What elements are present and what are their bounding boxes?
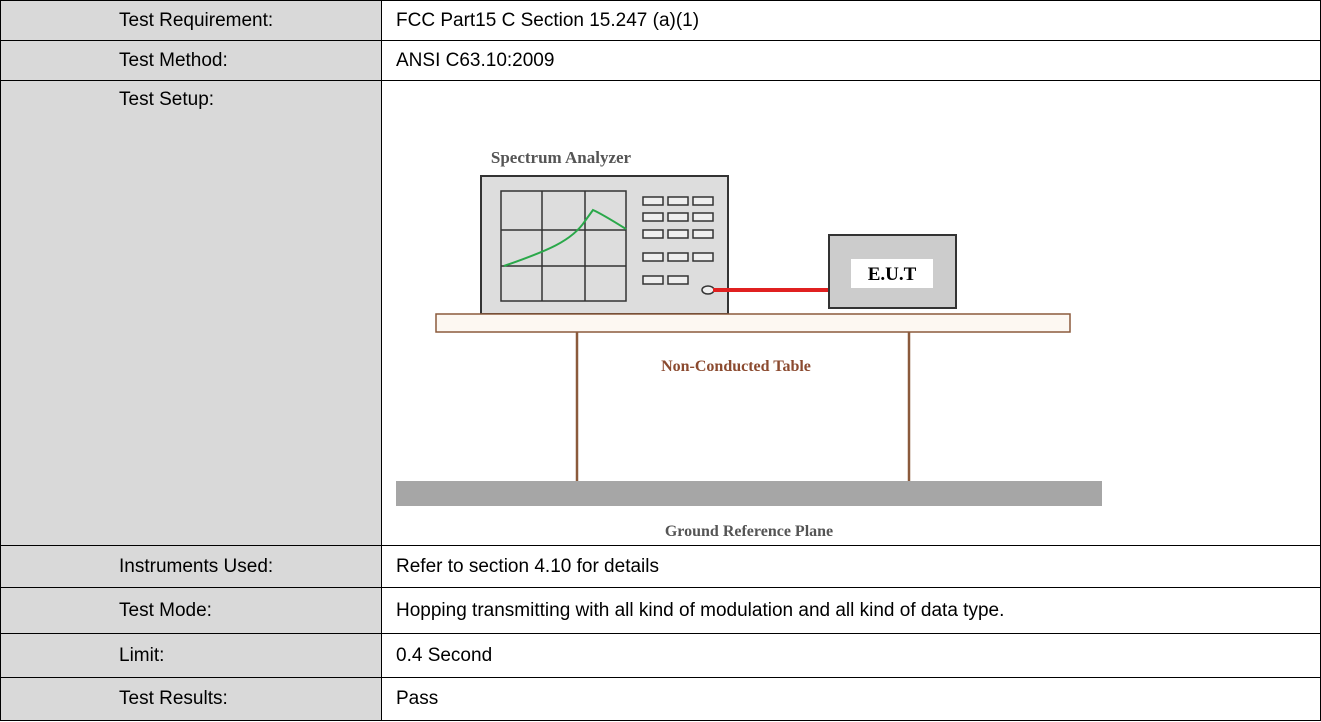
row-value: ANSI C63.10:2009 — [381, 40, 1321, 81]
trace — [503, 208, 627, 267]
row-value: Pass — [381, 677, 1321, 721]
table-label: Non-Conducted Table — [661, 358, 811, 375]
row-label: Test Method: — [0, 40, 382, 81]
ground-label: Ground Reference Plane — [665, 523, 833, 540]
row-label: Test Results: — [0, 677, 382, 721]
row: Test Requirement: FCC Part15 C Section 15… — [0, 0, 1321, 41]
table-top — [435, 313, 1071, 333]
eut-label: E.U.T — [868, 264, 917, 285]
row-value: Spectrum Analyzer — [381, 80, 1321, 546]
row: Test Setup: Spectrum Analyzer — [0, 80, 1321, 546]
row: Test Results: Pass — [0, 677, 1321, 721]
row: Test Mode: Hopping transmitting with all … — [0, 587, 1321, 634]
row: Limit: 0.4 Second — [0, 633, 1321, 678]
screen-grid — [501, 191, 626, 301]
analyzer-box — [480, 175, 729, 315]
analyzer-label: Spectrum Analyzer — [491, 148, 632, 167]
row-label: Instruments Used: — [0, 545, 382, 588]
setup-diagram: Spectrum Analyzer — [396, 148, 1102, 540]
row-value: Hopping transmitting with all kind of mo… — [381, 587, 1321, 634]
row-value: Refer to section 4.10 for details — [381, 545, 1321, 588]
row-label: Test Requirement: — [0, 0, 382, 41]
row-label: Limit: — [0, 633, 382, 678]
analyzer-screen — [500, 190, 627, 302]
ground-plane — [396, 481, 1102, 506]
row-value: FCC Part15 C Section 15.247 (a)(1) — [381, 0, 1321, 41]
row-value: 0.4 Second — [381, 633, 1321, 678]
row-label: Test Mode: — [0, 587, 382, 634]
row-label: Test Setup: — [0, 80, 382, 546]
buttons — [642, 196, 715, 295]
row: Test Method: ANSI C63.10:2009 — [0, 40, 1321, 81]
row: Instruments Used: Refer to section 4.10 f… — [0, 545, 1321, 588]
eut-label-box — [851, 259, 933, 288]
